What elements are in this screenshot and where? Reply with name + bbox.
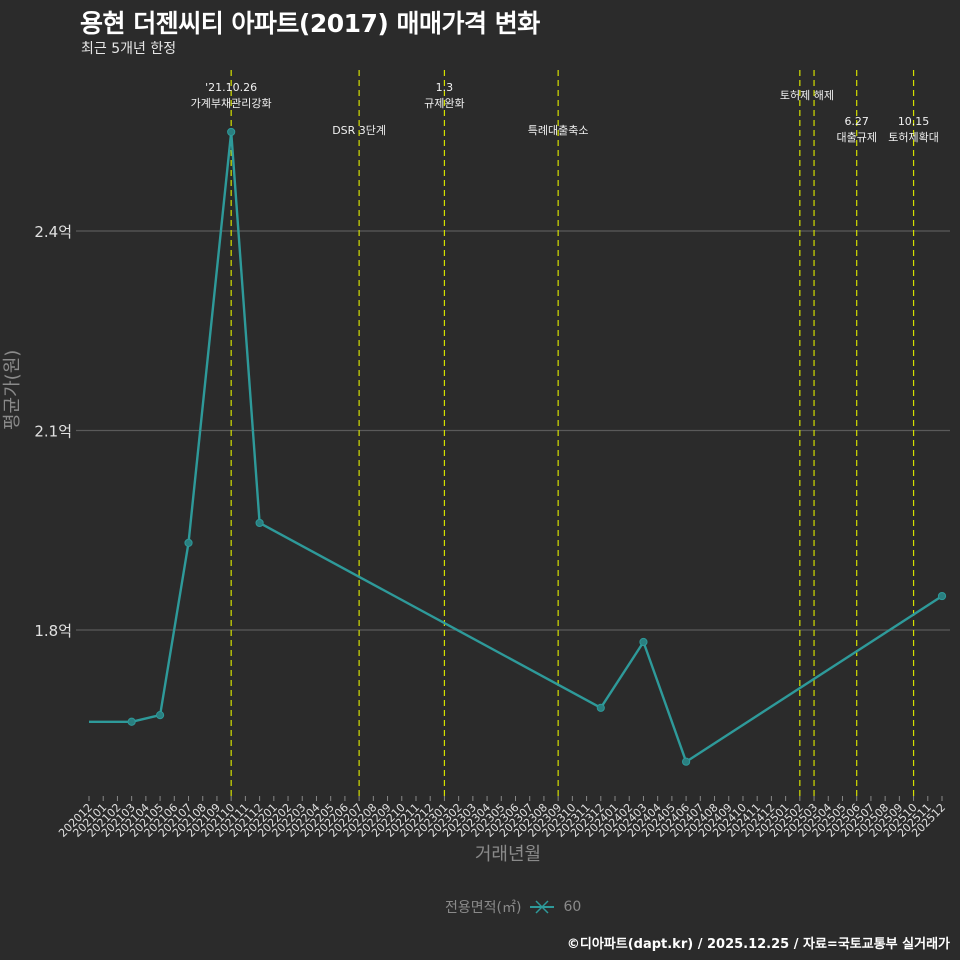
data-point: [937, 591, 947, 601]
data-point: [127, 717, 136, 726]
gridlines: [76, 230, 950, 631]
event-annotation: '21.10.26: [205, 81, 257, 94]
legend: 전용면적(㎡) 60: [445, 897, 581, 917]
event-annotation: 1.3: [436, 81, 454, 94]
y-tick-label: 1.8억: [34, 622, 72, 640]
data-point: [184, 538, 193, 547]
chart-subtitle: 최근 5개년 한정: [81, 41, 177, 57]
price-series: [89, 127, 947, 766]
chart-title: 용현 더젠씨티 아파트(2017) 매매가격 변화: [80, 9, 540, 38]
event-annotation: 가계부채관리강화: [191, 97, 272, 110]
data-point: [639, 637, 648, 647]
y-axis-label: 평균가(원): [2, 349, 23, 430]
event-annotation: 10.15: [898, 115, 930, 128]
data-point: [596, 703, 605, 712]
event-annotation: DSR 3단계: [332, 124, 386, 137]
event-annotation: 6.27: [844, 115, 869, 128]
legend-entry-60: 60: [563, 899, 582, 915]
event-annotation: 대출규제: [836, 131, 876, 144]
legend-line-marker-icon: [529, 899, 555, 915]
series-line-60: [89, 130, 943, 763]
data-point: [227, 127, 236, 137]
y-tick-label: 2.4억: [34, 223, 72, 241]
y-tick-label: 2.1억: [34, 423, 72, 441]
x-axis-label: 거래년월: [474, 844, 542, 865]
source-caption: ©디아파트(dapt.kr) / 2025.12.25 / 자료=국토교통부 실…: [566, 937, 950, 952]
y-axis-ticks: 1.8억 2.1억 2.4억: [34, 223, 72, 640]
legend-title: 전용면적(㎡): [445, 900, 522, 916]
event-annotation: 특례대출축소: [528, 124, 589, 137]
event-annotation: 토허제확대: [888, 131, 939, 144]
data-point: [155, 711, 165, 720]
data-point: [255, 518, 264, 528]
event-annotation: 토허제 해제: [780, 88, 834, 102]
event-annotation: 규제완화: [424, 97, 464, 110]
data-point: [682, 757, 691, 766]
x-axis-ticks: 2020122021012021022021032021042021052021…: [56, 796, 948, 840]
